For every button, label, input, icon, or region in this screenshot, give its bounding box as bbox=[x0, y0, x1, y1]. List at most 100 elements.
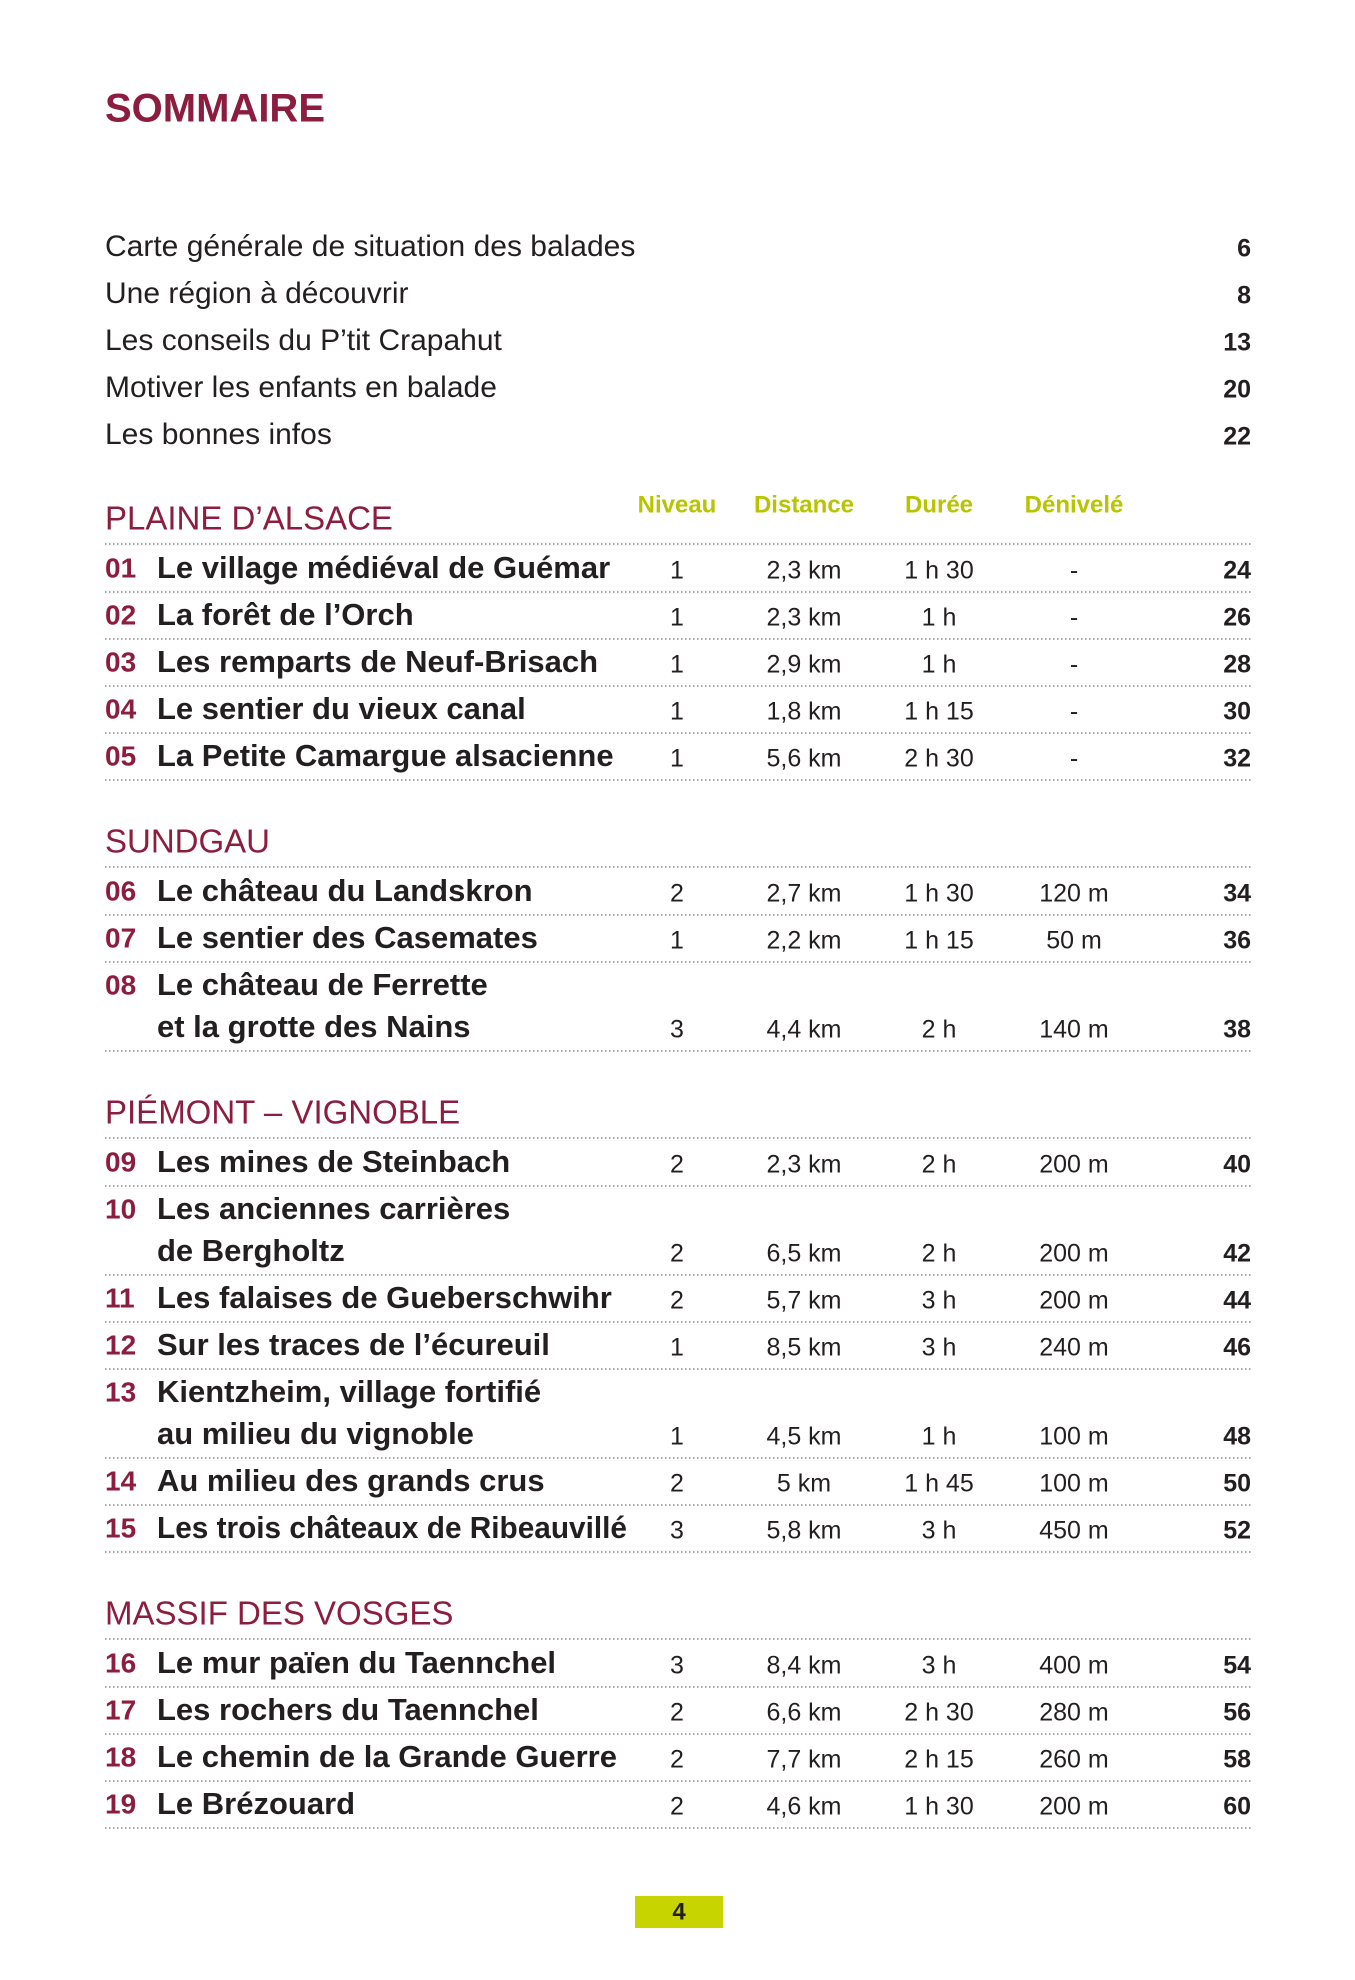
walk-denivele: 100 m bbox=[1039, 1470, 1108, 1498]
column-header: Dénivelé bbox=[1025, 491, 1124, 518]
walk-distance: 2,3 km bbox=[766, 604, 841, 632]
column-header: Niveau bbox=[638, 491, 717, 518]
intro-label: Motiver les enfants en balade bbox=[105, 371, 497, 404]
walk-number: 16 bbox=[105, 1647, 136, 1678]
walk-niveau: 1 bbox=[670, 1334, 684, 1362]
walk-denivele: 260 m bbox=[1039, 1746, 1108, 1774]
walk-duree: 1 h 30 bbox=[904, 1793, 974, 1821]
walk-distance: 5,6 km bbox=[766, 745, 841, 773]
walk-page: 36 bbox=[1223, 927, 1251, 955]
walk-title: Le Brézouard bbox=[157, 1786, 355, 1821]
walk-number: 09 bbox=[105, 1146, 136, 1177]
section-title: SUNDGAU bbox=[105, 823, 270, 860]
walk-denivele: - bbox=[1070, 745, 1078, 773]
walk-denivele: 200 m bbox=[1039, 1287, 1108, 1315]
intro-label: Carte générale de situation des balades bbox=[105, 230, 635, 263]
walk-distance: 8,5 km bbox=[766, 1334, 841, 1362]
walk-page: 46 bbox=[1223, 1334, 1251, 1362]
walk-title: Les mines de Steinbach bbox=[157, 1144, 510, 1179]
walk-duree: 2 h bbox=[922, 1016, 957, 1044]
walk-number: 04 bbox=[105, 693, 137, 724]
walk-distance: 2,3 km bbox=[766, 557, 841, 585]
walk-denivele: 400 m bbox=[1039, 1652, 1108, 1680]
walk-niveau: 1 bbox=[670, 604, 684, 632]
walk-duree: 1 h 30 bbox=[904, 880, 974, 908]
walk-number: 18 bbox=[105, 1741, 136, 1772]
walk-distance: 2,9 km bbox=[766, 651, 841, 679]
walk-title: Kientzheim, village fortifié bbox=[157, 1374, 541, 1409]
walk-duree: 1 h bbox=[922, 1423, 957, 1451]
walk-niveau: 2 bbox=[670, 1793, 684, 1821]
walk-page: 42 bbox=[1223, 1240, 1251, 1268]
walk-duree: 1 h bbox=[922, 651, 957, 679]
walk-title: La Petite Camargue alsacienne bbox=[157, 738, 614, 773]
page-title: SOMMAIRE bbox=[105, 87, 325, 131]
walk-distance: 8,4 km bbox=[766, 1652, 841, 1680]
column-header: Durée bbox=[905, 491, 973, 518]
walk-title: Les remparts de Neuf-Brisach bbox=[157, 644, 598, 679]
walk-denivele: 50 m bbox=[1046, 927, 1102, 955]
intro-page: 6 bbox=[1237, 235, 1251, 263]
walk-niveau: 2 bbox=[670, 1746, 684, 1774]
walk-niveau: 1 bbox=[670, 698, 684, 726]
walk-number: 08 bbox=[105, 969, 136, 1000]
walk-number: 10 bbox=[105, 1193, 136, 1224]
walk-duree: 3 h bbox=[922, 1287, 957, 1315]
walk-number: 05 bbox=[105, 740, 136, 771]
intro-label: Une région à découvrir bbox=[105, 277, 409, 310]
walk-page: 56 bbox=[1223, 1699, 1251, 1727]
walk-distance: 1,8 km bbox=[766, 698, 841, 726]
walk-title: Les rochers du Taennchel bbox=[157, 1692, 539, 1727]
walk-title: La forêt de l’Orch bbox=[157, 597, 414, 632]
walk-page: 58 bbox=[1223, 1746, 1251, 1774]
section-title: MASSIF DES VOSGES bbox=[105, 1595, 453, 1632]
walk-title: Les trois châteaux de Ribeauvillé bbox=[157, 1510, 627, 1545]
walk-denivele: 200 m bbox=[1039, 1240, 1108, 1268]
intro-page: 22 bbox=[1223, 423, 1251, 451]
walk-distance: 4,6 km bbox=[766, 1793, 841, 1821]
walk-distance: 4,4 km bbox=[766, 1016, 841, 1044]
walk-page: 54 bbox=[1223, 1652, 1251, 1680]
walk-niveau: 2 bbox=[670, 1470, 684, 1498]
walk-denivele: - bbox=[1070, 557, 1078, 585]
walk-distance: 5,8 km bbox=[766, 1517, 841, 1545]
intro-page: 20 bbox=[1223, 376, 1251, 404]
walk-duree: 2 h 30 bbox=[904, 745, 974, 773]
walk-page: 48 bbox=[1223, 1423, 1251, 1451]
walk-duree: 2 h 30 bbox=[904, 1699, 974, 1727]
walk-niveau: 2 bbox=[670, 1287, 684, 1315]
walk-distance: 2,3 km bbox=[766, 1151, 841, 1179]
intro-label: Les bonnes infos bbox=[105, 418, 332, 451]
section-title: PLAINE D’ALSACE bbox=[105, 500, 393, 537]
walk-denivele: - bbox=[1070, 604, 1078, 632]
walk-distance: 6,6 km bbox=[766, 1699, 841, 1727]
walk-title: au milieu du vignoble bbox=[157, 1416, 474, 1451]
walk-title: Le mur païen du Taennchel bbox=[157, 1645, 556, 1680]
walk-title: Le château du Landskron bbox=[157, 873, 533, 908]
walk-denivele: - bbox=[1070, 698, 1078, 726]
walk-number: 07 bbox=[105, 922, 136, 953]
walk-page: 52 bbox=[1223, 1517, 1251, 1545]
walk-number: 06 bbox=[105, 875, 136, 906]
walk-distance: 5 km bbox=[777, 1470, 831, 1498]
walk-duree: 3 h bbox=[922, 1652, 957, 1680]
walk-denivele: 450 m bbox=[1039, 1517, 1108, 1545]
walk-denivele: 200 m bbox=[1039, 1151, 1108, 1179]
walk-title: Le sentier du vieux canal bbox=[157, 691, 526, 726]
walk-number: 15 bbox=[105, 1512, 136, 1543]
walk-niveau: 3 bbox=[670, 1016, 684, 1044]
walk-page: 50 bbox=[1223, 1470, 1251, 1498]
walk-duree: 2 h bbox=[922, 1151, 957, 1179]
walk-duree: 3 h bbox=[922, 1334, 957, 1362]
intro-page: 13 bbox=[1223, 329, 1251, 357]
page-number-box bbox=[635, 1896, 723, 1928]
page-number: 4 bbox=[672, 1898, 686, 1925]
walk-title: Le village médiéval de Guémar bbox=[157, 550, 610, 585]
walk-niveau: 1 bbox=[670, 1423, 684, 1451]
walk-duree: 2 h bbox=[922, 1240, 957, 1268]
walk-distance: 2,7 km bbox=[766, 880, 841, 908]
walk-title: et la grotte des Nains bbox=[157, 1009, 471, 1044]
walk-distance: 6,5 km bbox=[766, 1240, 841, 1268]
walk-duree: 1 h 15 bbox=[904, 698, 974, 726]
